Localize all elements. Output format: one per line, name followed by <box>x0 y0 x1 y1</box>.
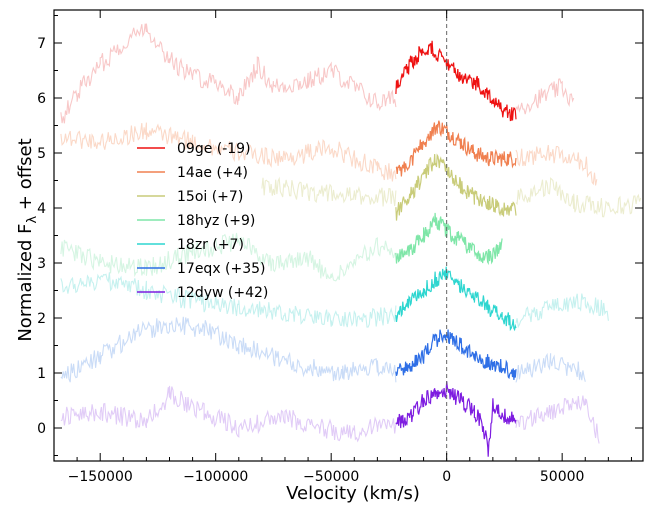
faint-spectra-layer <box>60 23 642 444</box>
x-tick-label: −50000 <box>303 469 359 485</box>
bright-spectra-layer <box>395 40 517 457</box>
y-axis-title-main: Normalized F <box>15 224 36 342</box>
series-faint-line <box>60 122 598 186</box>
x-tick-label: −100000 <box>183 469 248 485</box>
plot-frame <box>53 9 644 462</box>
series-line <box>395 212 503 266</box>
x-axis-ticks: −150000 −100000 −50000 0 50000 <box>68 10 632 485</box>
y-axis-title-sub: λ <box>25 216 40 224</box>
y-axis-title-suffix: + offset <box>15 138 36 215</box>
series-line <box>395 40 517 122</box>
y-tick-label: 3 <box>37 256 46 272</box>
y-tick-label: 6 <box>37 91 46 107</box>
series-faint-line <box>60 23 575 124</box>
y-tick-label: 1 <box>37 366 46 382</box>
series-faint-line <box>261 176 642 218</box>
y-tick-label: 7 <box>37 36 46 52</box>
series-faint-line <box>60 272 609 329</box>
series-line <box>395 266 517 332</box>
legend-label: 14ae (+4) <box>177 165 248 181</box>
legend-label: 15oi (+7) <box>177 189 243 205</box>
x-tick-label: 50000 <box>540 469 585 485</box>
x-tick-label: −150000 <box>68 469 133 485</box>
series-line <box>395 329 517 380</box>
series-faint-line <box>60 316 586 383</box>
y-axis-title: Normalized Fλ + offset <box>15 138 40 341</box>
series-faint-line <box>60 232 397 282</box>
series-line <box>395 381 517 457</box>
legend-label: 18hyz (+9) <box>177 213 255 229</box>
x-tick-label: 0 <box>442 469 451 485</box>
series-line <box>395 153 517 221</box>
y-tick-label: 2 <box>37 311 46 327</box>
legend-label: 17eqx (+35) <box>177 261 266 277</box>
x-axis-title: Velocity (km/s) <box>286 483 420 504</box>
y-axis-ticks: 0 1 2 3 4 5 6 7 <box>37 15 643 456</box>
legend-label: 18zr (+7) <box>177 237 244 253</box>
legend: 09ge (-19) 14ae (+4) 15oi (+7) 18hyz (+9) 18… <box>137 141 268 301</box>
series-line <box>395 120 517 177</box>
series-faint-line <box>60 385 600 444</box>
y-tick-label: 0 <box>37 421 46 437</box>
y-tick-label: 5 <box>37 146 46 162</box>
y-tick-label: 4 <box>37 201 46 217</box>
legend-label: 09ge (-19) <box>177 141 251 157</box>
legend-label: 12dyw (+42) <box>177 285 268 301</box>
